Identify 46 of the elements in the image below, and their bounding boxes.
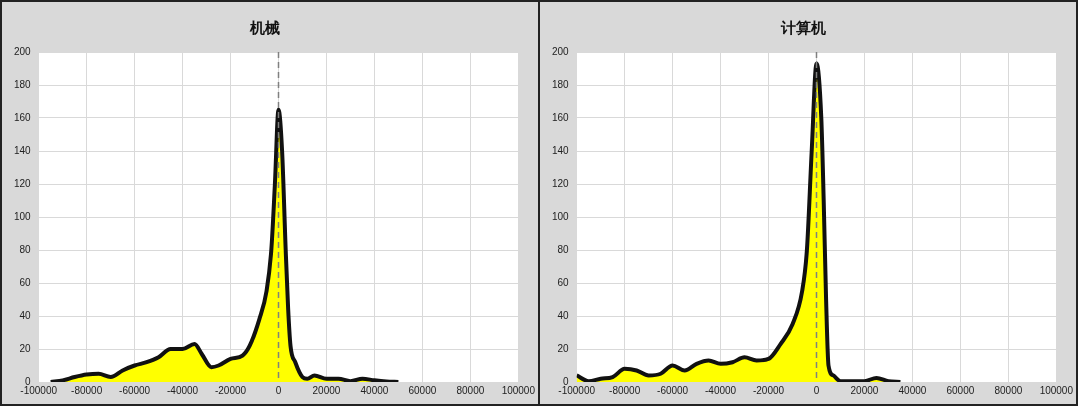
x-tick-label: 20000 [312,384,341,396]
x-tick-label: -60000 [119,384,151,396]
chart-title: 计算机 [779,18,826,37]
y-tick-label: 120 [552,177,570,189]
x-tick-label: -100000 [20,384,58,396]
y-tick-label: 180 [552,78,570,90]
x-tick-label: -40000 [167,384,199,396]
x-tick-label: -20000 [752,384,785,396]
y-tick-label: 160 [552,111,570,123]
x-tick-label: 60000 [408,384,437,396]
x-tick-label: 0 [275,384,282,396]
x-tick-label: 100000 [501,384,536,396]
y-tick-label: 140 [14,144,32,156]
x-tick-label: 100000 [1039,384,1074,396]
x-tick-label: -20000 [214,384,247,396]
y-tick-label: 0 [25,375,32,387]
y-tick-label: 80 [19,243,32,255]
y-tick-label: 20 [19,342,32,354]
y-tick-label: 160 [14,111,32,123]
y-tick-label: 140 [552,144,570,156]
x-tick-label: 80000 [456,384,485,396]
x-tick-label: 20000 [850,384,879,396]
y-tick-label: 0 [563,375,570,387]
y-tick-label: 80 [557,243,570,255]
x-tick-label: 60000 [946,384,975,396]
y-tick-label: 40 [19,309,32,321]
x-tick-label: -80000 [71,384,103,396]
x-tick-label: 80000 [994,384,1023,396]
y-tick-label: 20 [557,342,570,354]
y-tick-label: 180 [14,78,32,90]
y-tick-label: 100 [14,210,32,222]
y-tick-label: 200 [552,45,570,57]
y-tick-label: 60 [557,276,570,288]
x-tick-label: 0 [813,384,820,396]
chart-title: 机械 [249,18,280,37]
x-tick-label: -40000 [705,384,737,396]
y-tick-label: 120 [14,177,32,189]
x-tick-label: -60000 [657,384,689,396]
y-tick-label: 60 [19,276,32,288]
x-tick-label: 40000 [360,384,389,396]
x-tick-label: 40000 [898,384,927,396]
x-tick-label: -80000 [609,384,641,396]
y-tick-label: 200 [14,45,32,57]
y-tick-label: 40 [557,309,570,321]
x-tick-label: -100000 [558,384,596,396]
y-tick-label: 100 [552,210,570,222]
